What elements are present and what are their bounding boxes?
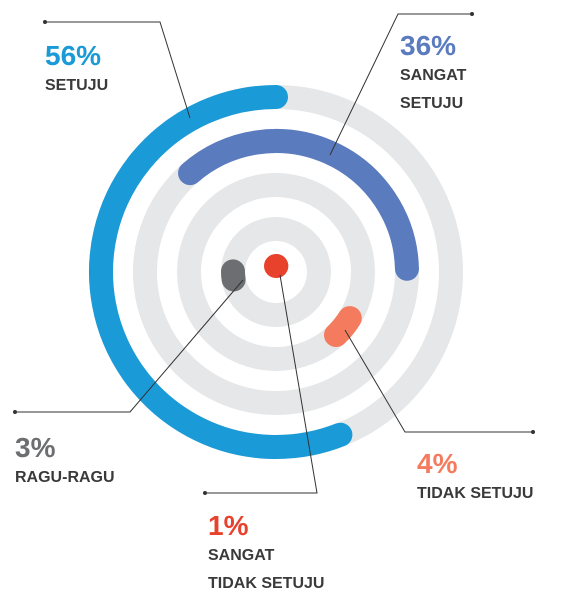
label-group: 36% SANGAT SETUJU	[400, 30, 466, 118]
leader-dot	[43, 20, 47, 24]
arc	[233, 271, 234, 279]
label-group: 4% TIDAK SETUJU	[417, 448, 533, 508]
value-label: 3%	[15, 432, 115, 464]
value-label: 4%	[417, 448, 533, 480]
value-label: 56%	[45, 40, 108, 72]
leader-dot	[13, 410, 17, 414]
category-label: SETUJU	[45, 72, 108, 100]
category-label: SANGAT SETUJU	[400, 62, 466, 118]
category-label: SANGAT TIDAK SETUJU	[208, 542, 324, 598]
category-label: TIDAK SETUJU	[417, 480, 533, 508]
label-group: 3% RAGU-RAGU	[15, 432, 115, 492]
value-label: 36%	[400, 30, 466, 62]
leader-dot	[203, 491, 207, 495]
leader-dot	[531, 430, 535, 434]
leader-dot	[470, 12, 474, 16]
label-group: 56% SETUJU	[45, 40, 108, 100]
label-group: 1% SANGAT TIDAK SETUJU	[208, 510, 324, 598]
value-label: 1%	[208, 510, 324, 542]
category-label: RAGU-RAGU	[15, 464, 115, 492]
arc	[336, 318, 350, 335]
